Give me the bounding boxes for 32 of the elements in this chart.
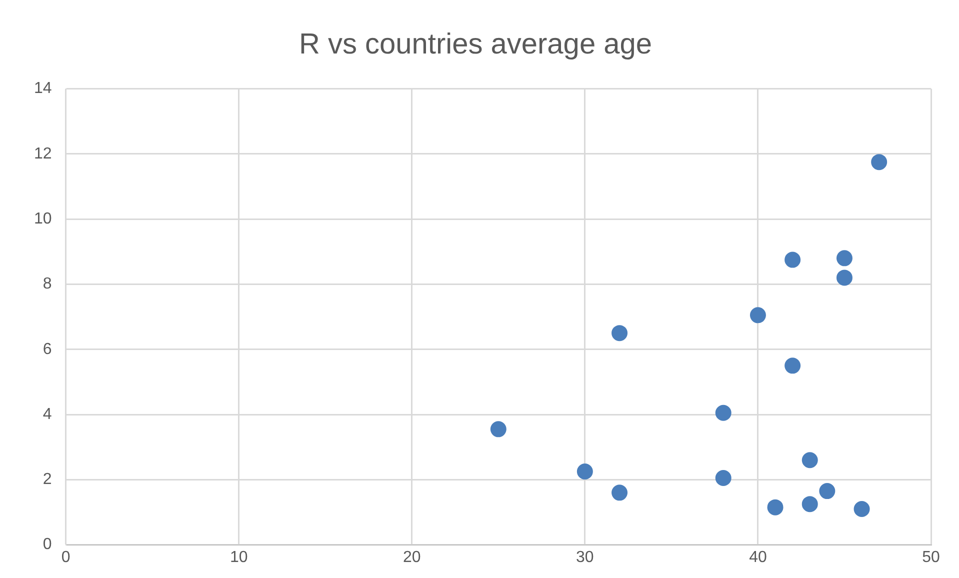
point <box>819 483 836 500</box>
x-tick-label: 30 <box>576 548 594 566</box>
y-tick-label: 8 <box>42 276 52 293</box>
y-tick-label: 14 <box>34 80 52 98</box>
point <box>767 499 784 516</box>
point <box>784 252 801 268</box>
y-tick-label: 12 <box>34 145 52 162</box>
y-tick-label: 2 <box>42 471 52 488</box>
y-tick-label: 4 <box>42 406 52 423</box>
point <box>854 500 870 517</box>
point <box>715 404 732 421</box>
point <box>490 421 506 438</box>
point <box>836 270 852 286</box>
y-tick-label: 6 <box>42 340 52 358</box>
x-tick-label: 0 <box>61 548 70 566</box>
x-tick-label: 10 <box>230 548 248 566</box>
point <box>802 496 818 512</box>
y-tick-label: 10 <box>34 210 52 228</box>
point <box>612 484 628 501</box>
point <box>612 325 628 342</box>
point <box>750 307 766 324</box>
point <box>836 250 852 266</box>
point <box>715 470 732 486</box>
x-tick-label: 40 <box>749 548 767 566</box>
y-tick-label: 0 <box>42 536 52 554</box>
point <box>802 452 818 468</box>
point <box>784 358 801 374</box>
point <box>871 154 888 170</box>
point <box>576 464 593 480</box>
x-tick-label: 20 <box>402 548 421 566</box>
chart-title: R vs countries average age <box>298 28 652 60</box>
x-tick-label: 50 <box>922 548 940 566</box>
